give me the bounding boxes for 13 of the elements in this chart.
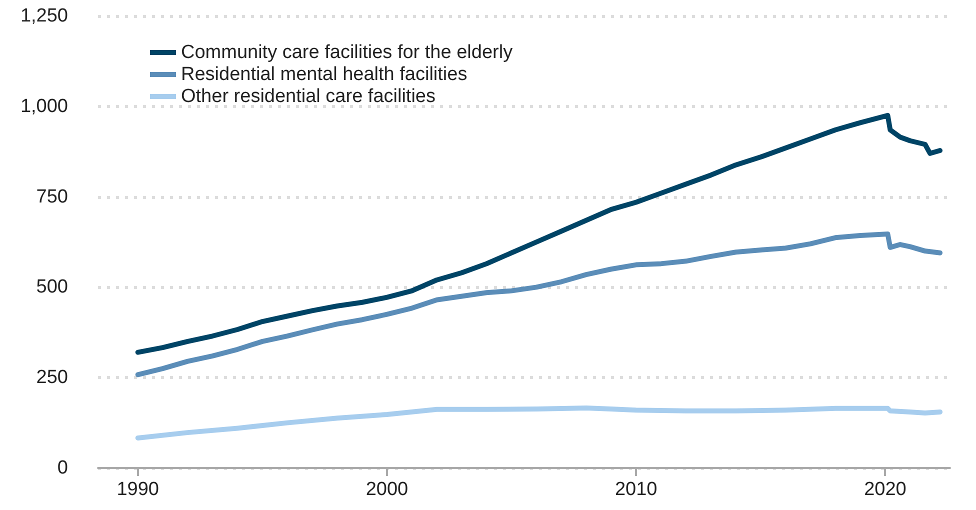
x-tick-label: 1990 (116, 479, 159, 500)
y-tick-label: 0 (57, 458, 68, 478)
legend-label: Residential mental health facilities (181, 64, 468, 85)
x-tick-label: 2000 (366, 479, 408, 500)
y-tick-label: 250 (36, 367, 68, 388)
x-tick-label: 2010 (614, 479, 658, 500)
y-tick-label: 1,250 (20, 6, 68, 26)
legend-label: Other residential care facilities (181, 86, 436, 107)
y-tick-label: 500 (36, 276, 68, 298)
y-tick-label: 1,000 (20, 96, 68, 117)
legend-label: Community care facilities for the elderly (181, 42, 514, 63)
y-tick-label: 750 (36, 186, 68, 208)
x-tick-label: 2020 (864, 479, 906, 500)
